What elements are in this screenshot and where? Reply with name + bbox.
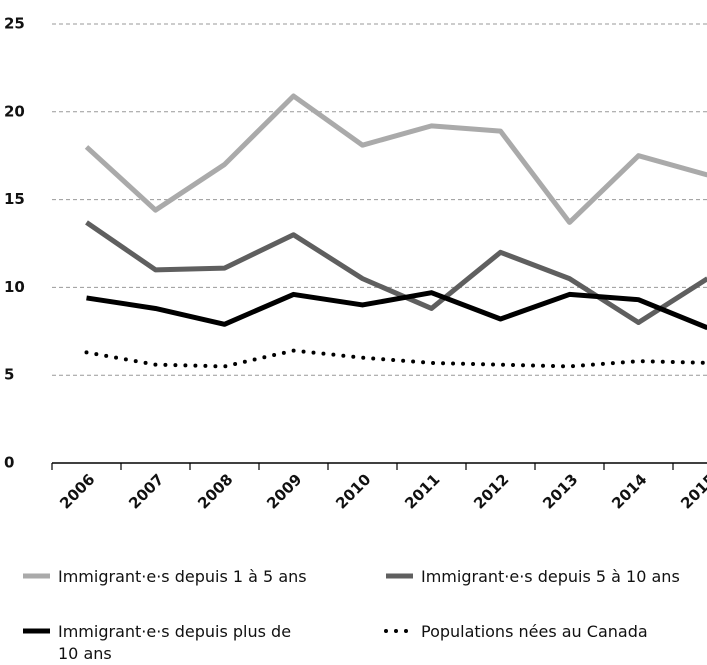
y-tick-label: 10 xyxy=(4,278,25,296)
y-tick-label: 0 xyxy=(4,454,14,472)
x-tick-label: 2013 xyxy=(539,470,581,512)
x-tick-label: 2007 xyxy=(125,470,167,512)
legend-item: Immigrant·e·s depuis 1 à 5 ans xyxy=(20,566,358,588)
x-tick-label: 2010 xyxy=(332,470,374,512)
series-line xyxy=(87,293,707,328)
legend-swatch xyxy=(20,570,52,582)
series-line xyxy=(87,222,707,322)
x-tick-label: 2012 xyxy=(470,470,512,512)
series-line xyxy=(87,351,707,367)
legend-swatch xyxy=(20,625,52,637)
legend-item: Immigrant·e·s depuis 5 à 10 ans xyxy=(383,566,707,588)
x-tick-label: 2009 xyxy=(263,470,305,512)
legend-swatch xyxy=(383,625,415,637)
legend-item: Populations nées au Canada xyxy=(383,621,707,643)
x-tick-label: 2015 xyxy=(677,470,707,512)
x-tick-label: 2011 xyxy=(401,470,443,512)
x-tick-label: 2006 xyxy=(56,470,98,512)
x-tick-label: 2014 xyxy=(608,470,650,512)
legend-label: Immigrant·e·s depuis 5 à 10 ans xyxy=(421,566,707,588)
y-tick-label: 5 xyxy=(4,366,14,384)
series-line xyxy=(87,96,707,222)
y-tick-label: 15 xyxy=(4,190,25,208)
x-tick-label: 2008 xyxy=(194,470,236,512)
legend-item: Immigrant·e·s depuis plus de 10 ans xyxy=(20,621,298,665)
y-tick-label: 20 xyxy=(4,102,25,120)
legend-swatch xyxy=(383,570,415,582)
legend-label: Immigrant·e·s depuis 1 à 5 ans xyxy=(58,566,358,588)
chart: 0 5 10 15 20 25 2006 2007 2008 2009 2010 2011 2012 20… xyxy=(0,0,707,540)
legend-label: Immigrant·e·s depuis plus de 10 ans xyxy=(58,621,298,665)
y-tick-label: 25 xyxy=(4,15,25,33)
legend-label: Populations nées au Canada xyxy=(421,621,707,643)
